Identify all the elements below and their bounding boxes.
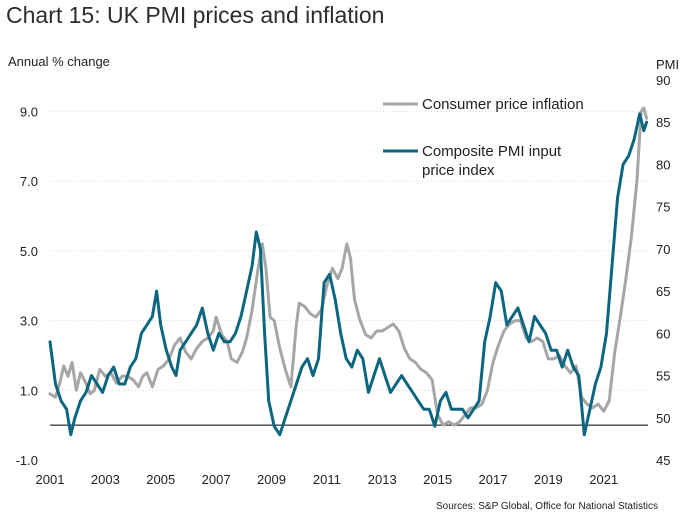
axis-ticks: -1.0 1.0 3.0 5.0 7.0 9.0 45 50 55 60 65 70 75 80 85 90 2… <box>16 73 671 487</box>
series-line-pmi <box>48 112 649 437</box>
y-left-tick-label: 5.0 <box>20 244 38 259</box>
y-left-tick-label: 9.0 <box>20 104 38 119</box>
legend-label: Composite PMI input price index <box>422 143 562 179</box>
legend: Consumer price inflation Composite PMI in… <box>383 96 584 179</box>
y-right-tick-label: 50 <box>656 411 670 426</box>
x-tick-label: 2013 <box>368 472 397 487</box>
y-right-tick-label: 65 <box>656 284 670 299</box>
y-right-tick-label: 80 <box>656 157 670 172</box>
x-tick-label: 2001 <box>36 472 65 487</box>
y-left-tick-label: 1.0 <box>20 383 38 398</box>
y-left-tick-label: 3.0 <box>20 314 38 329</box>
y-left-tick-label: -1.0 <box>16 453 38 468</box>
y-right-tick-label: 70 <box>656 242 670 257</box>
x-tick-label: 2015 <box>423 472 452 487</box>
chart-title: Chart 15: UK PMI prices and inflation <box>6 2 385 28</box>
right-axis-title: PMI <box>656 57 680 72</box>
x-tick-label: 2007 <box>202 472 231 487</box>
y-right-tick-label: 75 <box>656 200 670 215</box>
source-note: Sources: S&P Global, Office for National… <box>436 501 658 512</box>
x-tick-label: 2003 <box>91 472 120 487</box>
y-right-tick-label: 45 <box>656 453 670 468</box>
x-tick-label: 2021 <box>589 472 618 487</box>
x-tick-label: 2017 <box>479 472 508 487</box>
y-left-tick-label: 7.0 <box>20 174 38 189</box>
y-right-tick-label: 85 <box>656 115 670 130</box>
left-axis-title: Annual % change <box>8 54 110 69</box>
series-lines <box>48 106 649 437</box>
x-tick-label: 2009 <box>257 472 286 487</box>
x-tick-label: 2011 <box>313 472 341 487</box>
legend-label: Consumer price inflation <box>422 96 584 113</box>
y-right-tick-label: 55 <box>656 369 670 384</box>
x-tick-label: 2019 <box>534 472 563 487</box>
series-line-cpi <box>48 106 649 427</box>
x-tick-label: 2005 <box>146 472 175 487</box>
y-right-tick-label: 90 <box>656 73 670 88</box>
y-right-tick-label: 60 <box>656 326 670 341</box>
